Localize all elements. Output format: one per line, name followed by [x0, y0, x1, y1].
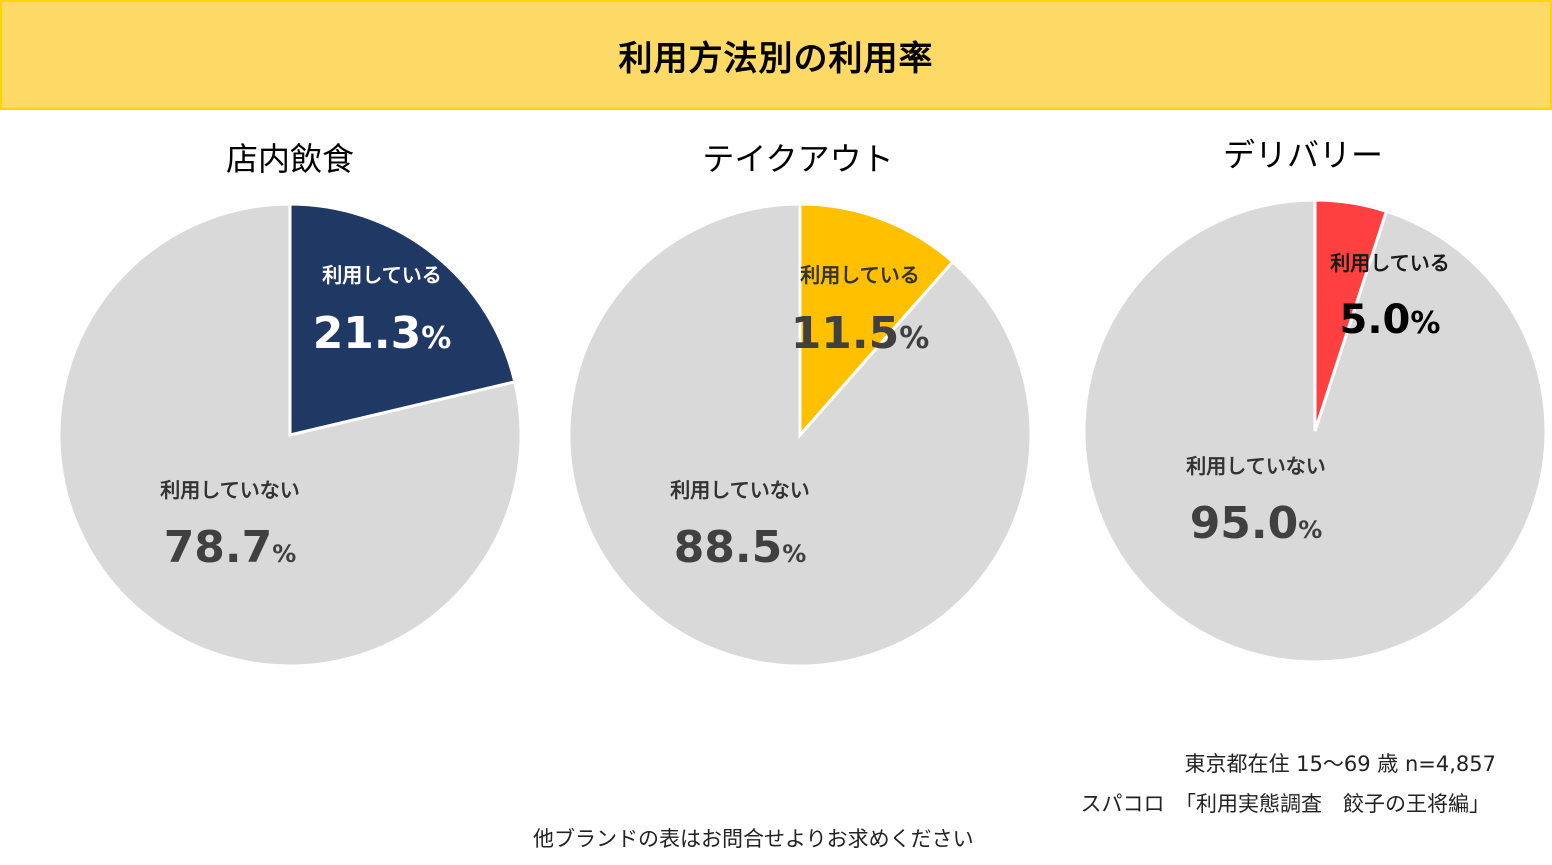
- value-delivery-not-using: 95.0%: [1190, 498, 1323, 549]
- pie-title-takeout: テイクアウト: [702, 140, 894, 178]
- slice-takeout-using: [798, 202, 955, 439]
- pie-takeout: 利用している 11.5% 利用していない 88.5%: [567, 202, 1033, 668]
- pie-delivery: 利用している 5.0% 利用していない 95.0%: [1082, 198, 1548, 664]
- label-dine-in-not-using: 利用していない: [160, 478, 299, 502]
- sample-note: 東京都在住 15～69 歳 n=4,857: [1184, 752, 1497, 776]
- page-title: 利用方法別の利用率: [618, 38, 934, 79]
- value-takeout-using: 11.5%: [791, 308, 930, 359]
- label-delivery-not-using: 利用していない: [1186, 454, 1325, 478]
- value-takeout-not-using: 88.5%: [674, 522, 807, 573]
- source-note: スパコロ 「利用実態調査 餃子の王将編」: [1080, 792, 1491, 816]
- label-takeout-not-using: 利用していない: [670, 478, 809, 502]
- pie-title-dine-in: 店内飲食: [225, 140, 354, 178]
- label-takeout-using: 利用している: [800, 263, 919, 287]
- title-banner: 利用方法別の利用率: [0, 0, 1552, 110]
- label-delivery-using: 利用している: [1330, 251, 1449, 275]
- pie-dine-in: 利用している 21.3% 利用していない 78.7%: [57, 202, 523, 668]
- slice-delivery-not-using: [1082, 198, 1548, 664]
- value-dine-in-not-using: 78.7%: [164, 522, 297, 573]
- slice-dine-in-using: [288, 202, 517, 437]
- value-dine-in-using: 21.3%: [313, 308, 452, 359]
- pie-title-delivery: デリバリー: [1222, 136, 1383, 174]
- value-delivery-using: 5.0%: [1340, 297, 1441, 343]
- contact-note: 他ブランドの表はお問合せよりお求めください: [533, 827, 974, 851]
- label-dine-in-using: 利用している: [322, 263, 441, 287]
- slice-delivery-using: [1313, 198, 1389, 432]
